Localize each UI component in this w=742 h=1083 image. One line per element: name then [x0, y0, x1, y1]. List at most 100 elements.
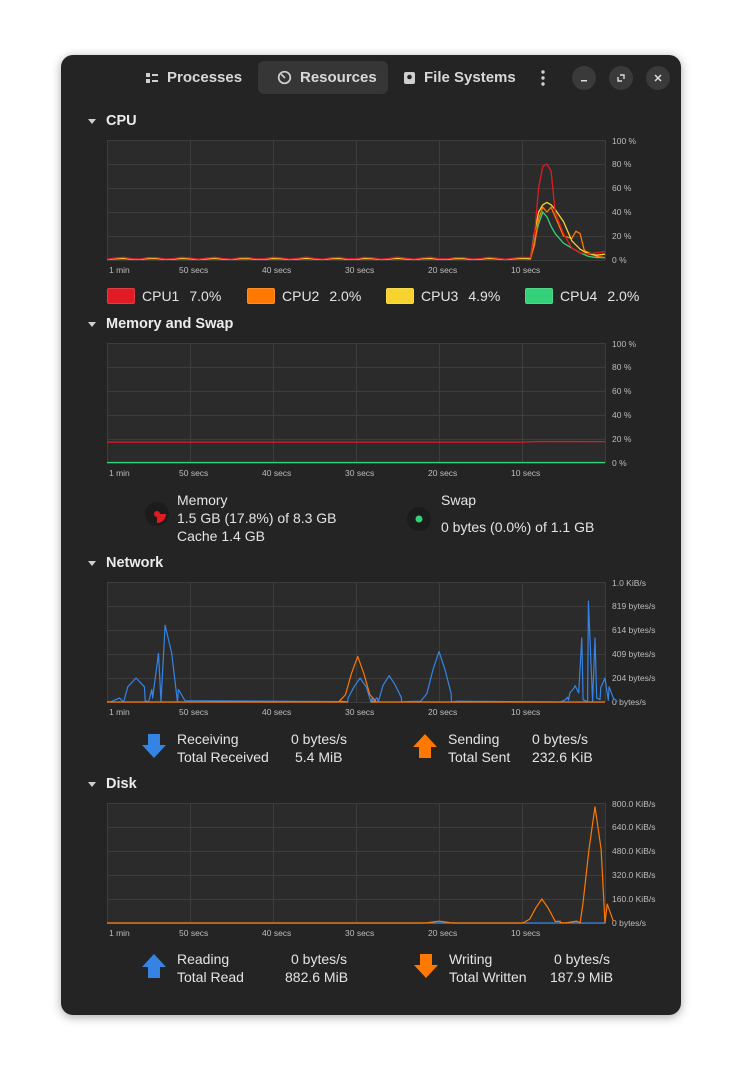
receiving-label: Receiving	[177, 731, 239, 747]
minimize-button[interactable]	[572, 66, 596, 90]
x-tick-label: 40 secs	[262, 707, 291, 717]
cpu-percent: 4.9%	[468, 288, 501, 304]
gauge-icon	[277, 70, 292, 85]
tab-processes[interactable]: Processes	[135, 61, 252, 94]
total-written-label: Total Written	[449, 969, 527, 985]
y-tick-label: 480.0 KiB/s	[612, 846, 655, 856]
memory-history-graph: 100 % 80 % 60 % 40 % 20 % 0 % 1 min 50 secs 40 s…	[107, 339, 637, 478]
y-tick-label: 320.0 KiB/s	[612, 870, 655, 880]
tab-resources[interactable]: Resources	[258, 61, 388, 94]
upload-arrow-icon	[411, 732, 439, 765]
disk-title: Disk	[106, 776, 137, 792]
memory-usage: 1.5 GB (17.8%) of 8.3 GB	[177, 510, 337, 526]
x-tick-label: 40 secs	[262, 265, 291, 275]
total-written-value: 187.9 MiB	[550, 969, 614, 985]
y-tick-label: 80 %	[612, 159, 632, 169]
y-tick-label: 100 %	[612, 339, 637, 349]
minimize-icon	[581, 80, 587, 82]
cpu-name: CPU4	[560, 288, 598, 304]
header-bar: Processes Resources File Systems	[61, 55, 681, 101]
kebab-menu-icon	[541, 70, 545, 86]
restore-icon	[617, 74, 625, 82]
reading-label: Reading	[177, 951, 230, 967]
x-tick-label: 20 secs	[428, 928, 457, 938]
cpu-legend-item[interactable]: CPU4 2.0%	[525, 288, 639, 304]
y-tick-label: 60 %	[612, 183, 632, 193]
x-tick-label: 1 min	[109, 928, 130, 938]
sending-value: 0 bytes/s	[532, 731, 589, 747]
swap-usage: 0 bytes (0.0%) of 1.1 GB	[441, 519, 595, 535]
x-tick-label: 30 secs	[345, 707, 374, 717]
y-tick-label: 100 %	[612, 136, 637, 146]
network-section-toggle[interactable]: Network	[88, 555, 163, 571]
total-read-value: 882.6 MiB	[285, 969, 349, 985]
y-tick-label: 0 %	[612, 458, 627, 468]
download-arrow-icon	[140, 732, 168, 765]
cpu-name: CPU3	[421, 288, 459, 304]
memory-cache: Cache 1.4 GB	[177, 528, 265, 544]
color-swatch[interactable]	[525, 288, 553, 304]
maximize-button[interactable]	[609, 66, 633, 90]
expander-arrow-icon	[88, 560, 96, 566]
cpu-name: CPU1	[142, 288, 180, 304]
y-tick-label: 0 bytes/s	[612, 918, 646, 928]
writing-info: Writing 0 bytes/s Total Written 187.9 MiB	[449, 950, 613, 986]
writing-series	[107, 806, 614, 924]
x-tick-label: 1 min	[109, 265, 130, 275]
disk-history-graph: 800.0 KiB/s 640.0 KiB/s 480.0 KiB/s 320.0 K…	[107, 799, 655, 938]
x-tick-label: 50 secs	[179, 707, 208, 717]
sending-label: Sending	[448, 731, 500, 747]
network-title: Network	[106, 555, 164, 571]
total-received-value: 5.4 MiB	[295, 749, 343, 765]
y-tick-label: 60 %	[612, 386, 632, 396]
memory-pie-icon	[144, 501, 170, 532]
y-tick-label: 40 %	[612, 410, 632, 420]
writing-label: Writing	[449, 951, 493, 967]
color-swatch[interactable]	[107, 288, 135, 304]
tab-file-systems[interactable]: File Systems	[393, 61, 526, 94]
cpu-legend: CPU1 7.0% CPU2 2.0% CPU3 4.9% CPU4 2.0%	[107, 288, 667, 306]
cpu-legend-item[interactable]: CPU3 4.9%	[386, 288, 500, 304]
x-tick-label: 30 secs	[345, 928, 374, 938]
cpu-history-graph: 100 % 80 % 60 % 40 % 20 % 0 % 1 min 50 secs 40 s…	[106, 136, 637, 275]
disk-section-toggle[interactable]: Disk	[88, 776, 137, 792]
total-sent-value: 232.6 KiB	[532, 749, 593, 765]
x-tick-label: 40 secs	[262, 928, 291, 938]
sending-info: Sending 0 bytes/s Total Sent 232.6 KiB	[448, 730, 593, 766]
cpu-percent: 2.0%	[329, 288, 362, 304]
x-tick-label: 1 min	[109, 468, 130, 478]
close-button[interactable]	[646, 66, 670, 90]
reading-info: Reading 0 bytes/s Total Read 882.6 MiB	[177, 950, 348, 986]
swap-info: Swap 0 bytes (0.0%) of 1.1 GB	[441, 491, 594, 536]
memory-info: Memory 1.5 GB (17.8%) of 8.3 GB Cache 1.…	[177, 491, 337, 545]
cpu-legend-item[interactable]: CPU1 7.0%	[107, 288, 221, 304]
system-monitor-window: Processes Resources File Systems	[61, 55, 681, 1015]
x-tick-label: 30 secs	[345, 265, 374, 275]
memory-section-toggle[interactable]: Memory and Swap	[88, 316, 233, 332]
x-tick-label: 30 secs	[345, 468, 374, 478]
expander-arrow-icon	[88, 118, 96, 124]
color-swatch[interactable]	[247, 288, 275, 304]
y-tick-label: 0 bytes/s	[612, 697, 646, 707]
color-swatch[interactable]	[386, 288, 414, 304]
main-menu-button[interactable]	[533, 66, 553, 90]
x-tick-label: 20 secs	[428, 707, 457, 717]
total-received-label: Total Received	[177, 749, 269, 765]
close-icon	[654, 74, 662, 82]
cpu-title: CPU	[106, 113, 137, 129]
total-sent-label: Total Sent	[448, 749, 511, 765]
y-tick-label: 80 %	[612, 362, 632, 372]
y-tick-label: 409 bytes/s	[612, 649, 655, 659]
x-tick-label: 20 secs	[428, 265, 457, 275]
y-tick-label: 160.0 KiB/s	[612, 894, 655, 904]
cpu-section-toggle[interactable]: CPU	[88, 113, 137, 129]
y-tick-label: 0 %	[612, 255, 627, 265]
y-tick-label: 800.0 KiB/s	[612, 799, 655, 809]
cpu-legend-item[interactable]: CPU2 2.0%	[247, 288, 361, 304]
y-tick-label: 20 %	[612, 434, 632, 444]
tab-processes-label: Processes	[167, 69, 243, 86]
y-tick-label: 20 %	[612, 231, 632, 241]
x-tick-label: 10 secs	[511, 928, 540, 938]
x-tick-label: 50 secs	[179, 928, 208, 938]
total-read-label: Total Read	[177, 969, 244, 985]
